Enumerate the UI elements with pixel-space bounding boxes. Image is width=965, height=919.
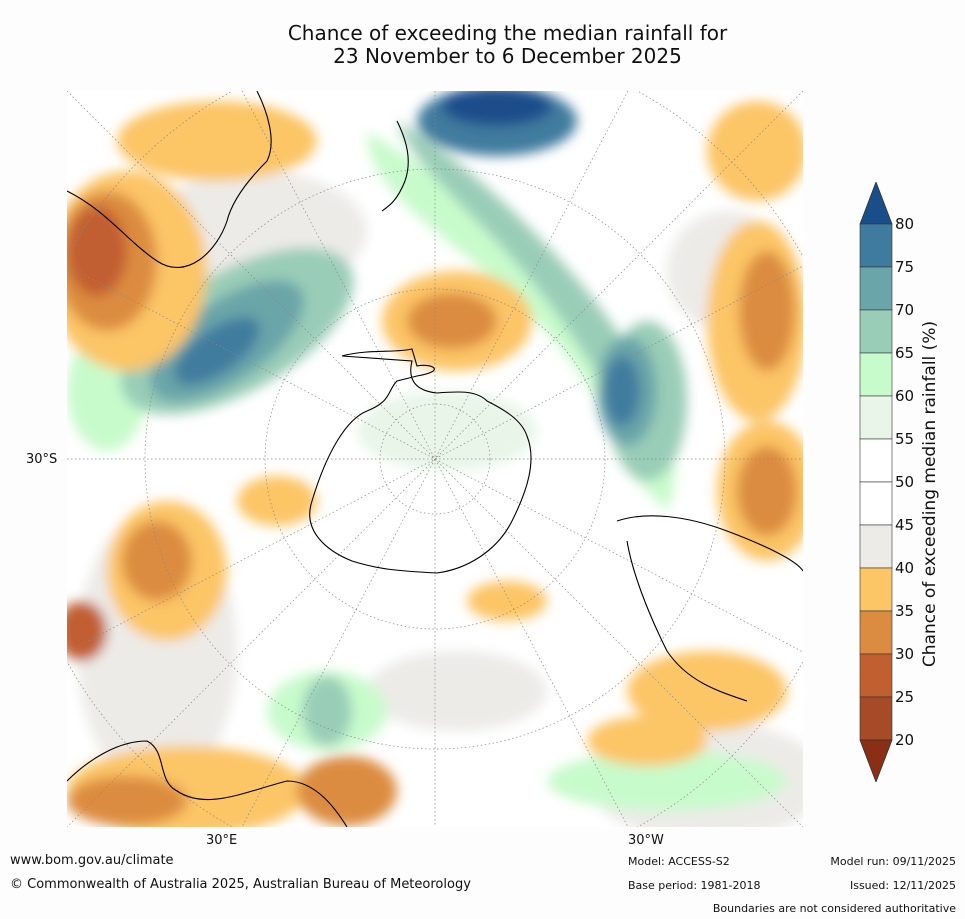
colorbar-band-below20: [859, 739, 893, 782]
colorbar-band-25-30: [859, 653, 893, 698]
polar-map: [67, 91, 803, 827]
colorbar-band-75-80: [859, 223, 893, 268]
title-line-1: Chance of exceeding the median rainfall …: [287, 21, 728, 45]
colorbar-tick-25: 25: [895, 688, 914, 706]
coastlines: [67, 91, 803, 827]
colorbar-title: Chance of exceeding median rainfall (%): [920, 320, 940, 668]
colorbar-tick-80: 80: [895, 215, 914, 233]
colorbar-tick-45: 45: [895, 516, 914, 534]
colorbar-band-65-70: [859, 309, 893, 354]
colorbar-tick-65: 65: [895, 344, 914, 362]
colorbar-band-45-50: [859, 481, 893, 526]
colorbar-band-70-75: [859, 266, 893, 311]
colorbar-band-50-55: [859, 438, 893, 483]
colorbar-band-55-60: [859, 395, 893, 440]
colorbar-band-35-40: [859, 567, 893, 612]
colorbar-tick-20: 20: [895, 731, 914, 749]
australia-coast: [67, 91, 272, 268]
colorbar-band-above80: [859, 182, 893, 225]
graticule: [67, 91, 803, 827]
africa-coast: [67, 740, 348, 827]
lon-label-30w: 30°W: [628, 833, 664, 848]
south-america-coast: [616, 515, 803, 702]
colorbar-tick-40: 40: [895, 559, 914, 577]
colorbar-tick-30: 30: [895, 645, 914, 663]
footer-base-period: Base period: 1981-2018: [628, 879, 761, 892]
lon-label-30e: 30°E: [206, 833, 238, 848]
colorbar-tick-70: 70: [895, 301, 914, 319]
colorbar-band-30-35: [859, 610, 893, 655]
colorbar-band-20-25: [859, 696, 893, 741]
colorbar-tick-75: 75: [895, 258, 914, 276]
colorbar-tick-50: 50: [895, 473, 914, 491]
colorbar-band-60-65: [859, 352, 893, 397]
colorbar-tick-35: 35: [895, 602, 914, 620]
colorbar-ticks: 80 75 70 65 60 55 50 45 40 35 30 25 20: [895, 215, 914, 749]
rainfall-regions: [67, 91, 803, 827]
antarctica-coast: [309, 348, 532, 574]
title-line-2: 23 November to 6 December 2025: [333, 44, 682, 68]
colorbar-band-40-45: [859, 524, 893, 569]
footer-issued: Issued: 12/11/2025: [849, 879, 956, 892]
lat-label-30s: 30°S: [26, 452, 58, 467]
footer-website[interactable]: www.bom.gov.au/climate: [10, 853, 174, 868]
map-title: Chance of exceeding the median rainfall …: [180, 22, 835, 68]
colorbar-tick-60: 60: [895, 387, 914, 405]
footer-disclaimer: Boundaries are not considered authoritat…: [712, 902, 956, 915]
rainfall-map-svg: [67, 91, 803, 827]
colorbar-bands: [859, 182, 893, 782]
footer-model: Model: ACCESS-S2: [628, 855, 730, 868]
new-zealand-coast: [381, 120, 409, 212]
footer-model-run: Model run: 09/11/2025: [830, 855, 956, 868]
colorbar-tick-55: 55: [895, 430, 914, 448]
footer-copyright: © Commonwealth of Australia 2025, Austra…: [10, 877, 471, 892]
colorbar: 80 75 70 65 60 55 50 45 40 35 30 25 20: [859, 182, 914, 782]
